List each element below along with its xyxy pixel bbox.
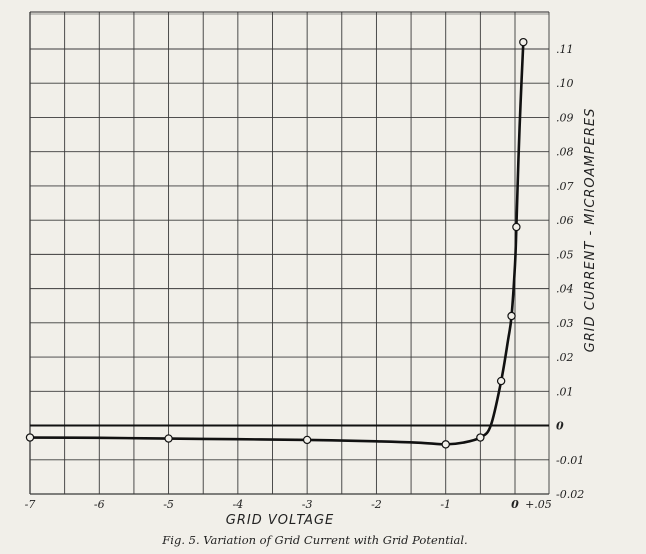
data-point (512, 222, 521, 232)
y-tick-label: .06 (556, 214, 574, 227)
data-point (496, 376, 506, 386)
y-tick-label: .10 (556, 77, 574, 90)
y-tick-label: .07 (556, 180, 574, 193)
y-axis-title: GRID CURRENT - MICROAMPERES (583, 108, 598, 353)
y-tick-labels: .11 .10 .09 .08 .07 .06 .05 .04 .03 .02 .01 0 -0.01 -… (556, 43, 584, 501)
data-markers (25, 37, 528, 449)
x-tick-label: +.05 (525, 498, 552, 511)
y-tick-label: .09 (556, 111, 574, 124)
y-tick-label: .08 (556, 146, 574, 159)
data-point (476, 433, 485, 442)
y-tick-label: .03 (556, 317, 574, 330)
x-tick-label: 0 (511, 498, 519, 511)
figure-caption: Fig. 5. Variation of Grid Current with G… (161, 533, 467, 547)
y-tick-label: -0.02 (556, 488, 584, 501)
y-tick-label: 0 (556, 420, 564, 433)
data-point (519, 37, 528, 47)
x-tick-label: -1 (440, 498, 451, 511)
y-tick-label: .05 (556, 248, 574, 261)
y-tick-label: -0.01 (556, 454, 584, 467)
y-tick-label: .01 (556, 385, 574, 398)
data-point (164, 434, 173, 443)
x-tick-label: -3 (302, 498, 313, 511)
data-point (507, 311, 516, 321)
data-point (441, 440, 450, 449)
x-tick-labels: -7 -6 -5 -4 -3 -2 -1 0 +.05 (25, 498, 552, 511)
x-tick-label: -6 (94, 498, 105, 511)
x-axis-title: GRID VOLTAGE (226, 513, 335, 528)
y-tick-label: .02 (556, 351, 574, 364)
x-tick-label: -5 (163, 498, 174, 511)
data-point (25, 433, 35, 442)
y-tick-label: .04 (556, 283, 574, 296)
x-tick-label: -4 (232, 498, 243, 511)
x-tick-label: -7 (25, 498, 36, 511)
y-tick-label: .11 (556, 43, 574, 56)
data-point (302, 435, 312, 445)
x-tick-label: -2 (371, 498, 382, 511)
